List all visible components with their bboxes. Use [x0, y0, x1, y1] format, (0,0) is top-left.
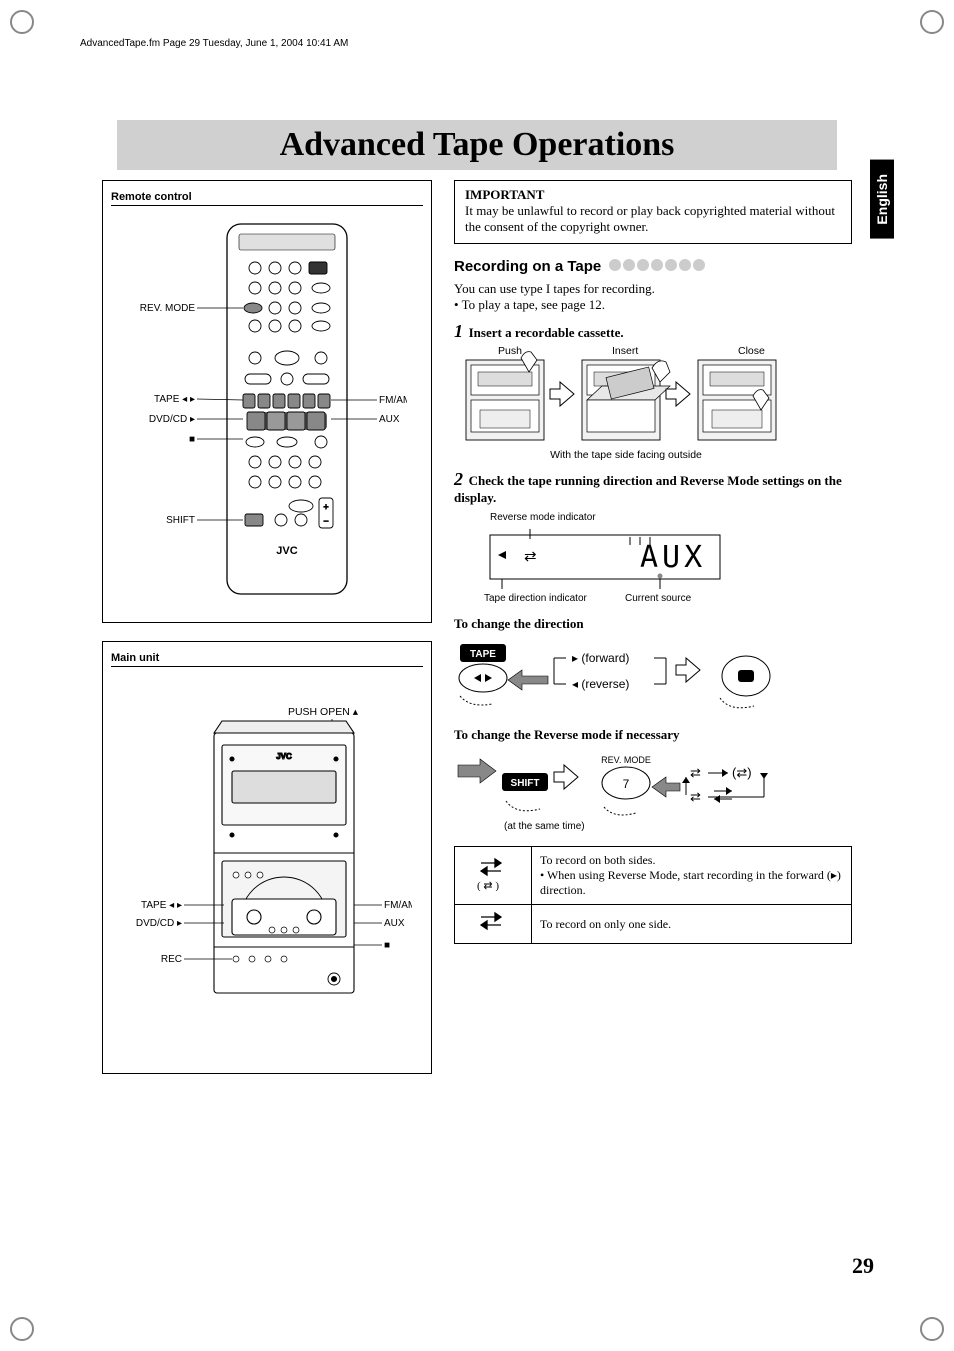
svg-text:+: +	[323, 502, 328, 512]
svg-text:Insert: Insert	[612, 345, 638, 357]
table-row: ( ⇄ ) To record on both sides. • When us…	[455, 847, 852, 905]
svg-text:⇄: ⇄	[524, 548, 537, 565]
svg-text:TAPE ◂ ▸: TAPE ◂ ▸	[141, 900, 182, 911]
remote-panel: Remote control	[102, 180, 432, 623]
rev-mode-indicator-label: Reverse mode indicator	[490, 512, 852, 523]
main-unit-panel: Main unit PUSH OPEN ▴ JVC	[102, 641, 432, 1074]
svg-text:TAPE ◂ ▸: TAPE ◂ ▸	[154, 394, 195, 405]
svg-text:REC: REC	[161, 954, 182, 965]
mode-icon-one	[455, 905, 532, 944]
main-unit-diagram: PUSH OPEN ▴ JVC	[122, 675, 412, 1055]
remote-panel-label: Remote control	[111, 191, 423, 206]
change-direction-diagram: TAPE ▸ (forward) ◂ (reverse)	[454, 636, 814, 716]
svg-text:−: −	[323, 516, 328, 526]
svg-text:⇄: ⇄	[690, 789, 701, 804]
svg-text:DVD/CD ▸: DVD/CD ▸	[149, 414, 195, 425]
change-rev-heading: To change the Reverse mode if necessary	[454, 727, 852, 743]
page-title: Advanced Tape Operations	[117, 126, 837, 164]
svg-text:7: 7	[623, 777, 630, 791]
svg-text:JVC: JVC	[276, 752, 292, 761]
svg-text:AUX: AUX	[384, 918, 405, 929]
step2-number: 2	[454, 469, 463, 490]
mode-icon-both: ( ⇄ )	[455, 847, 532, 905]
svg-text:SHIFT: SHIFT	[511, 778, 540, 789]
step1-diagram: Push Insert Close	[454, 342, 834, 462]
right-column: IMPORTANT It may be unlawful to record o…	[454, 180, 852, 1092]
step1-caption: With the tape side facing outside	[550, 449, 702, 461]
left-column: Remote control	[102, 180, 432, 1092]
svg-text:Push: Push	[498, 345, 522, 357]
svg-text:■: ■	[189, 434, 195, 445]
svg-text:REV. MODE: REV. MODE	[140, 303, 196, 314]
section-heading-text: Recording on a Tape	[454, 258, 601, 275]
reverse-mode-table: ( ⇄ ) To record on both sides. • When us…	[454, 846, 852, 944]
section-heading: Recording on a Tape	[454, 258, 852, 275]
important-body: It may be unlawful to record or play bac…	[465, 203, 835, 234]
svg-text:Close: Close	[738, 345, 765, 357]
svg-text:( ⇄ ): ( ⇄ )	[477, 880, 499, 891]
svg-text:Current source: Current source	[625, 593, 692, 604]
svg-text:PUSH OPEN ▴: PUSH OPEN ▴	[288, 706, 359, 718]
svg-text:(⇄): (⇄)	[732, 765, 752, 780]
mode-desc-both: To record on both sides. • When using Re…	[532, 847, 852, 905]
svg-text:DVD/CD ▸: DVD/CD ▸	[136, 918, 182, 929]
svg-text:Tape direction indicator: Tape direction indicator	[484, 593, 588, 604]
main-columns: Remote control	[102, 180, 852, 1092]
language-tab: English	[870, 160, 894, 239]
display-diagram: ⇄ AUX Tape direction indicator Current s…	[480, 525, 740, 605]
svg-text:▸ (forward): ▸ (forward)	[572, 651, 629, 665]
svg-text:⇄: ⇄	[690, 765, 701, 780]
svg-text:FM/AM: FM/AM	[379, 395, 407, 406]
svg-text:AUX: AUX	[640, 540, 706, 575]
main-unit-panel-label: Main unit	[111, 652, 423, 667]
remote-diagram: + − JVC REV. MODE	[127, 214, 407, 604]
step1-text: Insert a recordable cassette.	[469, 325, 624, 340]
crop-mark-br	[920, 1317, 944, 1341]
svg-text:■: ■	[384, 940, 390, 951]
step2-text: Check the tape running direction and Rev…	[454, 473, 842, 505]
intro-line-2: • To play a tape, see page 12.	[454, 297, 852, 313]
important-title: IMPORTANT	[465, 187, 544, 202]
svg-text:FM/AM: FM/AM	[384, 900, 412, 911]
important-box: IMPORTANT It may be unlawful to record o…	[454, 180, 852, 244]
remote-brand: JVC	[276, 545, 297, 557]
change-direction-heading: To change the direction	[454, 616, 852, 632]
svg-text:REV. MODE: REV. MODE	[601, 755, 651, 765]
crop-mark-tl	[10, 10, 34, 34]
header-line: AdvancedTape.fm Page 29 Tuesday, June 1,…	[80, 38, 348, 49]
intro-line-1: You can use type I tapes for recording.	[454, 281, 852, 297]
title-bar: Advanced Tape Operations	[117, 120, 837, 170]
crop-mark-tr	[920, 10, 944, 34]
table-row: To record on only one side.	[455, 905, 852, 944]
svg-text:◂ (reverse): ◂ (reverse)	[572, 677, 629, 691]
heading-dots	[607, 259, 705, 274]
svg-text:SHIFT: SHIFT	[166, 515, 195, 526]
svg-text:AUX: AUX	[379, 414, 400, 425]
svg-text:(at the same time): (at the same time)	[504, 821, 585, 832]
crop-mark-bl	[10, 1317, 34, 1341]
change-rev-diagram: SHIFT REV. MODE 7 ⇄ (⇄) ⇄ (at th	[454, 747, 834, 837]
svg-text:TAPE: TAPE	[470, 649, 496, 660]
step1-number: 1	[454, 321, 463, 342]
page-number: 29	[852, 1253, 874, 1279]
mode-desc-one: To record on only one side.	[532, 905, 852, 944]
